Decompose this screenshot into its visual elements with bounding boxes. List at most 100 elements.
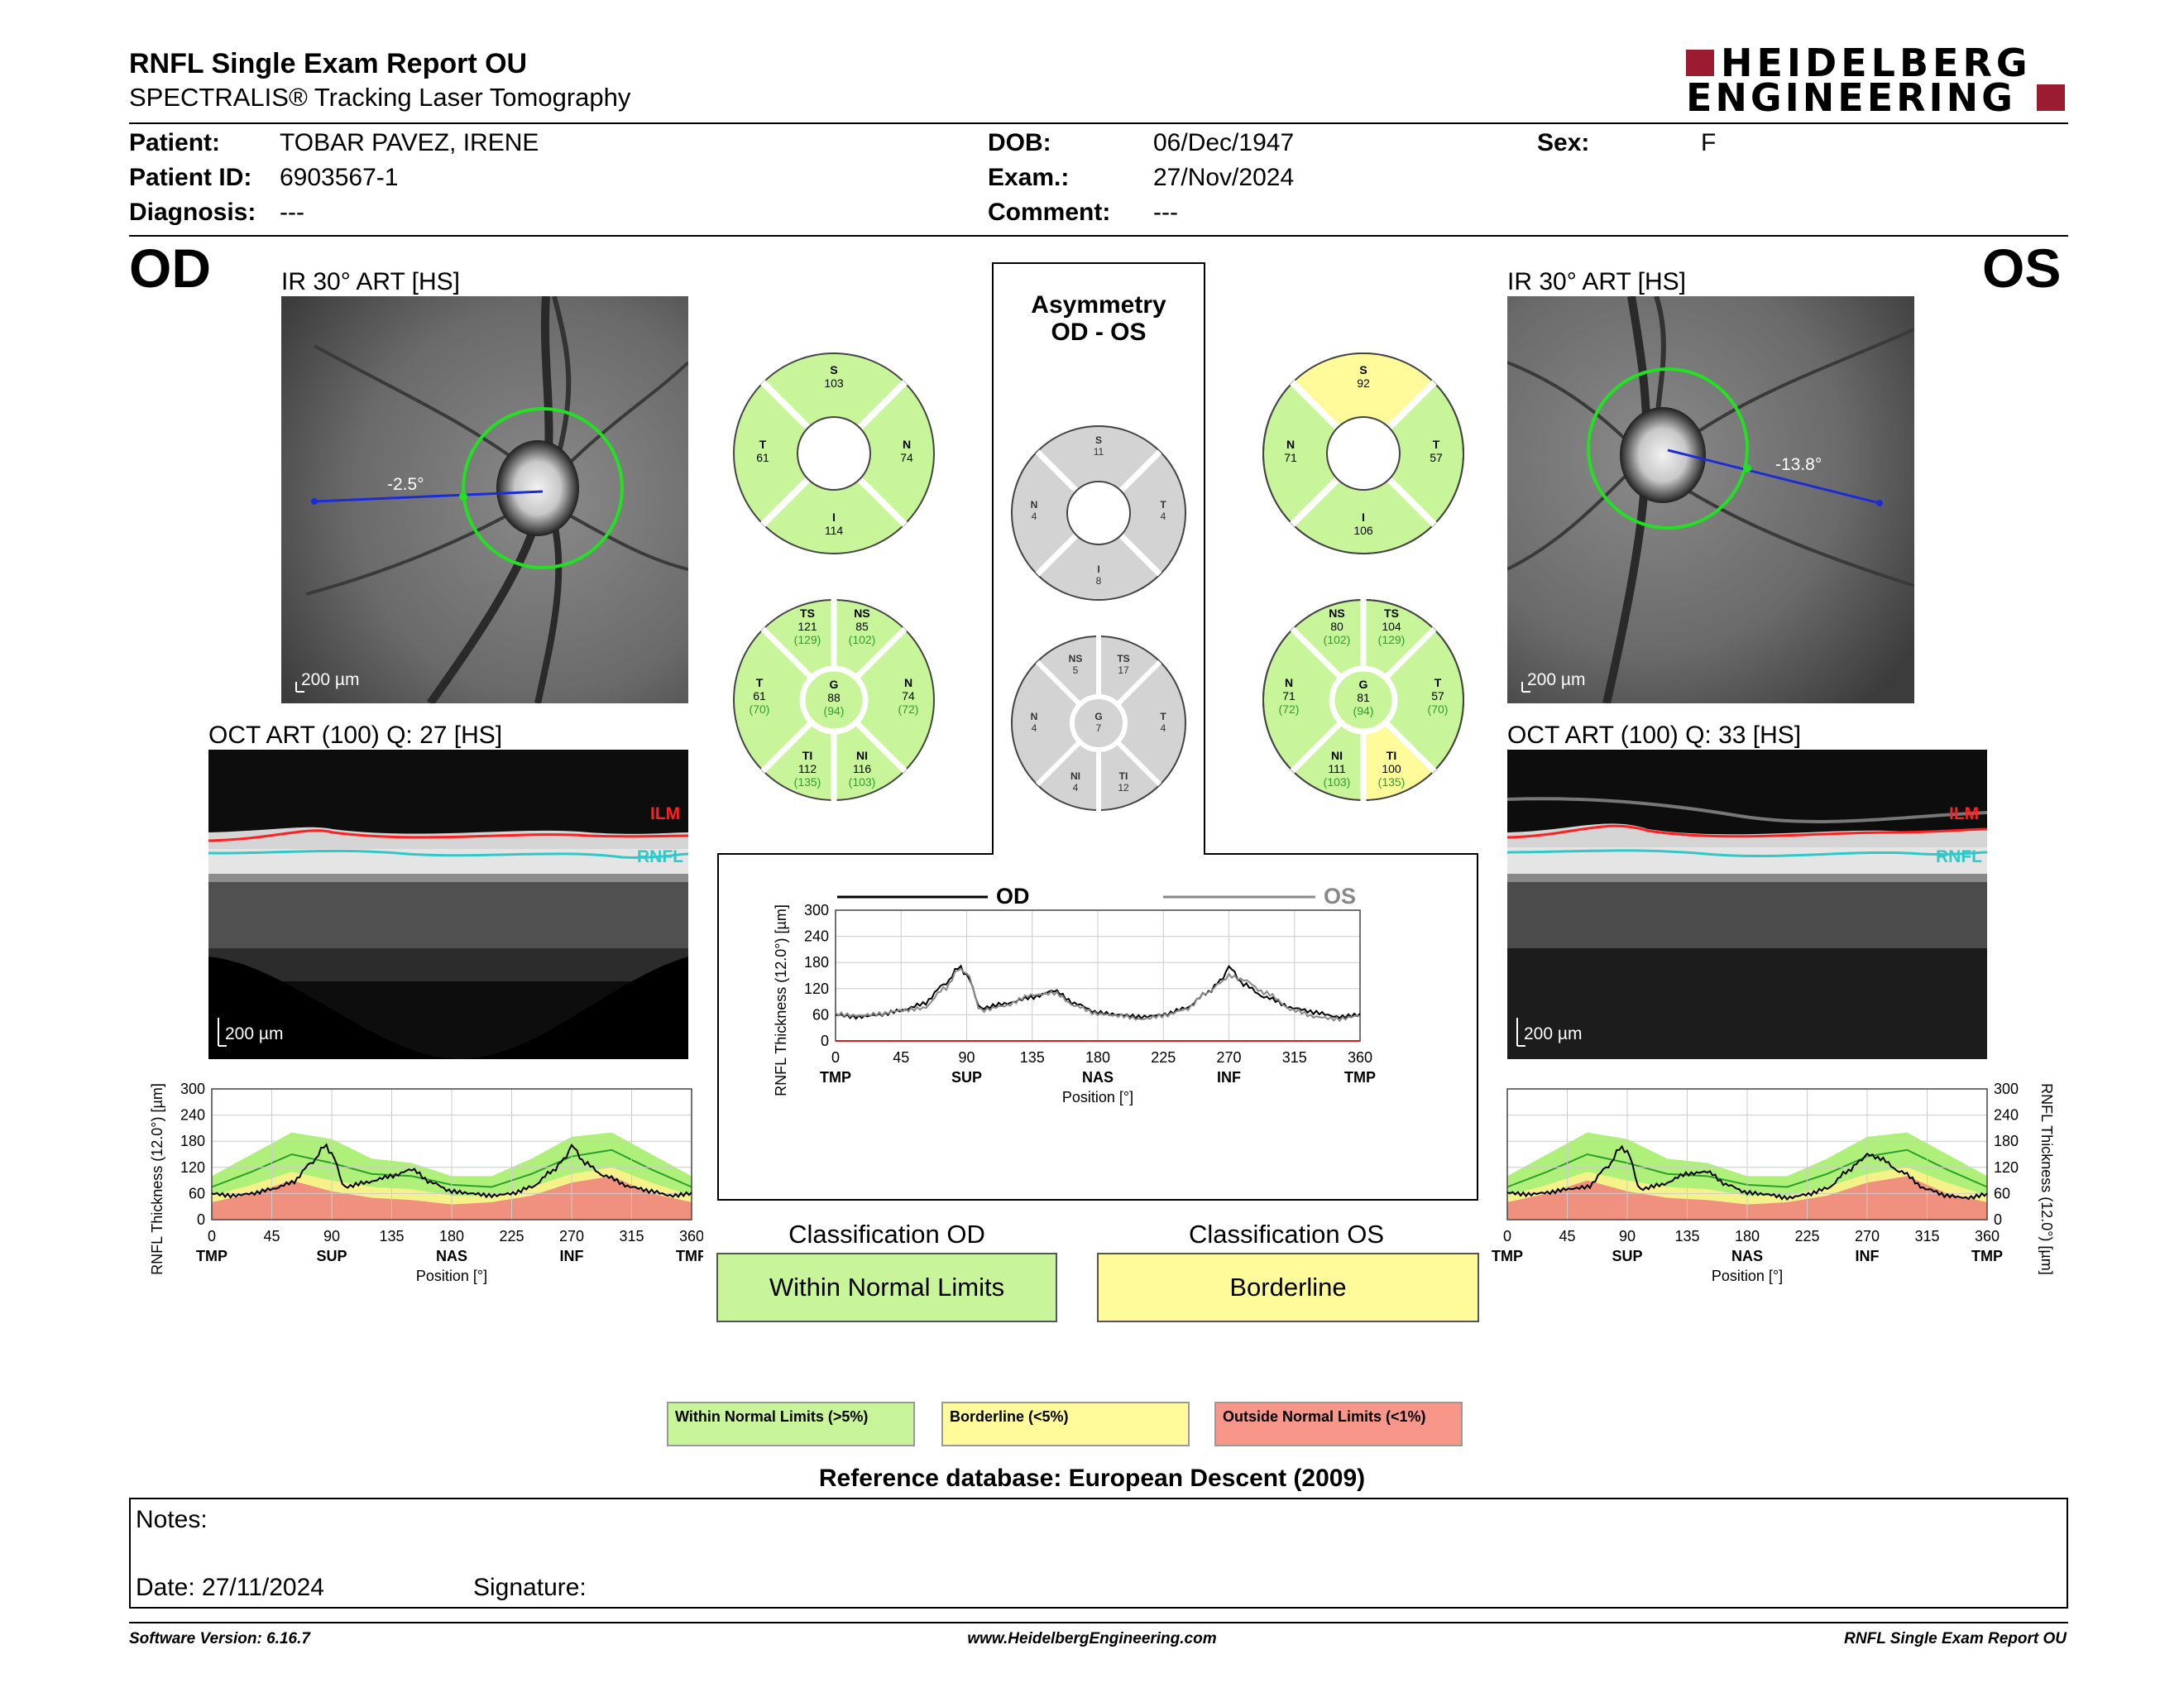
x-tick-label: 90 xyxy=(323,1228,340,1244)
os-ilm-label: ILM xyxy=(1949,804,1979,823)
asym-s-g: 7 xyxy=(1096,722,1102,734)
diagnosis-value: --- xyxy=(280,199,304,226)
classification-od-box: Within Normal Limits xyxy=(716,1253,1057,1322)
os-oct-scale: 200 µm xyxy=(1524,1024,1582,1043)
x-tick-label: 45 xyxy=(1559,1228,1575,1244)
y-tick-label: 180 xyxy=(804,954,829,971)
svg-text:S: S xyxy=(830,363,837,376)
svg-text:NS: NS xyxy=(1329,607,1344,620)
comment-label: Comment: xyxy=(988,199,1111,226)
os-q-t: 57 xyxy=(1430,451,1443,464)
od-s-t: 61 xyxy=(753,689,766,703)
os-s-ti: 100 xyxy=(1382,762,1401,775)
x-tick-label: 90 xyxy=(958,1049,975,1066)
classification-os-title: Classification OS xyxy=(1188,1220,1385,1249)
x-tick-label: 135 xyxy=(379,1228,404,1244)
svg-text:NI: NI xyxy=(1070,770,1080,782)
os-oct-title: OCT ART (100) Q: 33 [HS] xyxy=(1507,722,1802,749)
x-sector-label: NAS xyxy=(1731,1248,1763,1264)
asym-s-ts: 17 xyxy=(1118,664,1129,676)
legend-os-label: OS xyxy=(1324,884,1356,909)
x-tick-label: 315 xyxy=(619,1228,644,1244)
svg-text:T: T xyxy=(756,676,764,689)
x-sector-label: TMP xyxy=(1492,1248,1523,1264)
x-sector-label: SUP xyxy=(1612,1248,1642,1264)
series-line-os xyxy=(835,967,1361,1023)
y-tick-label: 240 xyxy=(180,1107,205,1124)
os-q-s: 92 xyxy=(1357,376,1370,390)
od-ilm-label: ILM xyxy=(650,804,680,823)
os-thickness-chart: 0 60 120 180 240 300 0 45 90 135 180 225 270 315 360 TM… xyxy=(1492,1081,2055,1284)
svg-text:TI: TI xyxy=(1387,749,1396,762)
od-s-t-ref: (70) xyxy=(750,703,770,716)
os-ir-title: IR 30° ART [HS] xyxy=(1507,268,1686,295)
patient-id-value: 6903567-1 xyxy=(280,164,399,191)
svg-text:I: I xyxy=(832,511,836,524)
date-label: Date: 27/11/2024 xyxy=(136,1574,324,1601)
diagnosis-label: Diagnosis: xyxy=(129,199,256,226)
reference-database: Reference database: European Descent (20… xyxy=(818,1465,1366,1492)
svg-text:TS: TS xyxy=(1117,653,1129,664)
classification-os-box: Borderline xyxy=(1097,1253,1479,1322)
svg-text:S: S xyxy=(1359,363,1367,376)
svg-text:T: T xyxy=(1160,499,1166,511)
y-tick-label: 240 xyxy=(804,928,829,945)
exam-value: 27/Nov/2024 xyxy=(1153,164,1295,191)
svg-text:G: G xyxy=(1094,711,1102,722)
os-oct-bscan: ILM RNFL 200 µm xyxy=(1507,750,1987,1059)
od-thickness-chart: 0 60 120 180 240 300 0 45 90 135 180 225 270 315 360 TM… xyxy=(149,1081,703,1284)
x-sector-label: NAS xyxy=(436,1248,467,1264)
svg-text:S: S xyxy=(1095,434,1102,446)
os-q-n: 71 xyxy=(1284,451,1297,464)
y-tick-label: 240 xyxy=(1994,1107,2019,1124)
od-fundus-image: -2.5° 200 µm xyxy=(281,296,688,703)
os-s-n: 71 xyxy=(1282,689,1296,703)
brand-line1: HEIDELBERG xyxy=(1721,41,2032,85)
os-s-g-ref: (94) xyxy=(1353,704,1374,717)
svg-text:G: G xyxy=(1359,678,1368,691)
svg-text:G: G xyxy=(830,678,839,691)
x-tick-label: 135 xyxy=(1674,1228,1699,1244)
y-tick-label: 0 xyxy=(821,1033,829,1049)
sex-label: Sex: xyxy=(1537,129,1590,156)
notes-box[interactable]: Notes: Date: 27/11/2024 Signature: xyxy=(129,1498,2068,1609)
od-s-ti-ref: (135) xyxy=(794,775,821,789)
os-s-ni-ref: (103) xyxy=(1324,775,1351,789)
exam-label: Exam.: xyxy=(988,164,1070,191)
y-tick-label: 300 xyxy=(1994,1081,2019,1097)
asym-s-ti: 12 xyxy=(1118,782,1129,794)
x-tick-label: 45 xyxy=(893,1049,909,1066)
os-label: OS xyxy=(1982,237,2062,299)
x-tick-label: 225 xyxy=(499,1228,524,1244)
series-line-os xyxy=(1506,1144,1988,1201)
od-oct-bscan: ILM RNFL 200 µm xyxy=(208,750,688,1059)
svg-text:TS: TS xyxy=(800,607,815,620)
os-s-ts-ref: (129) xyxy=(1378,633,1406,646)
od-s-ti: 112 xyxy=(798,762,817,775)
report-title: RNFL Single Exam Report OU xyxy=(129,48,528,79)
y-axis-title: RNFL Thickness (12.0°) [µm] xyxy=(149,1083,165,1275)
x-sector-label: TMP xyxy=(1971,1248,2003,1264)
od-sector-chart: TS 121 (129) NS 85 (102) T 61 (70) G 88 … xyxy=(733,599,935,801)
os-s-t: 57 xyxy=(1431,689,1444,703)
asym-q-n: 4 xyxy=(1032,511,1037,522)
x-tick-label: 180 xyxy=(1735,1228,1760,1244)
asym-q-i: 8 xyxy=(1096,575,1102,587)
asym-s-ni: 4 xyxy=(1073,782,1079,794)
od-s-ni-ref: (103) xyxy=(849,775,876,789)
x-tick-label: 135 xyxy=(1020,1049,1045,1066)
os-s-ts: 104 xyxy=(1382,620,1401,633)
classification-od-title: Classification OD xyxy=(788,1220,985,1249)
svg-text:NI: NI xyxy=(856,749,868,762)
svg-text:TS: TS xyxy=(1384,607,1399,620)
series-line-od xyxy=(211,1143,692,1199)
x-sector-label: NAS xyxy=(1082,1069,1114,1086)
asymmetry-thickness-chart: 0 60 120 180 240 300 0 45 90 135 180 225 270 315 360 TM… xyxy=(773,884,1376,1105)
x-sector-label: INF xyxy=(1217,1069,1241,1086)
website-link[interactable]: www.HeidelbergEngineering.com xyxy=(967,1630,1217,1647)
sex-value: F xyxy=(1701,129,1717,156)
x-tick-label: 270 xyxy=(1216,1049,1241,1066)
comment-value: --- xyxy=(1153,199,1178,226)
os-sector-chart: NS 80 (102) TS 104 (129) N 71 (72) G 81 … xyxy=(1262,599,1464,801)
legend-normal: Within Normal Limits (>5%) xyxy=(667,1402,915,1446)
